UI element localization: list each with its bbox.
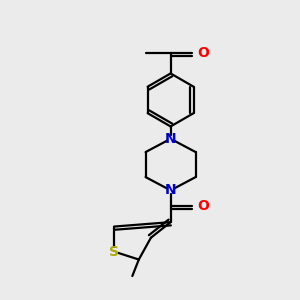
Text: N: N: [165, 183, 176, 197]
Text: N: N: [165, 132, 176, 146]
Text: O: O: [197, 199, 209, 213]
Text: O: O: [197, 46, 209, 60]
Text: S: S: [109, 244, 119, 259]
